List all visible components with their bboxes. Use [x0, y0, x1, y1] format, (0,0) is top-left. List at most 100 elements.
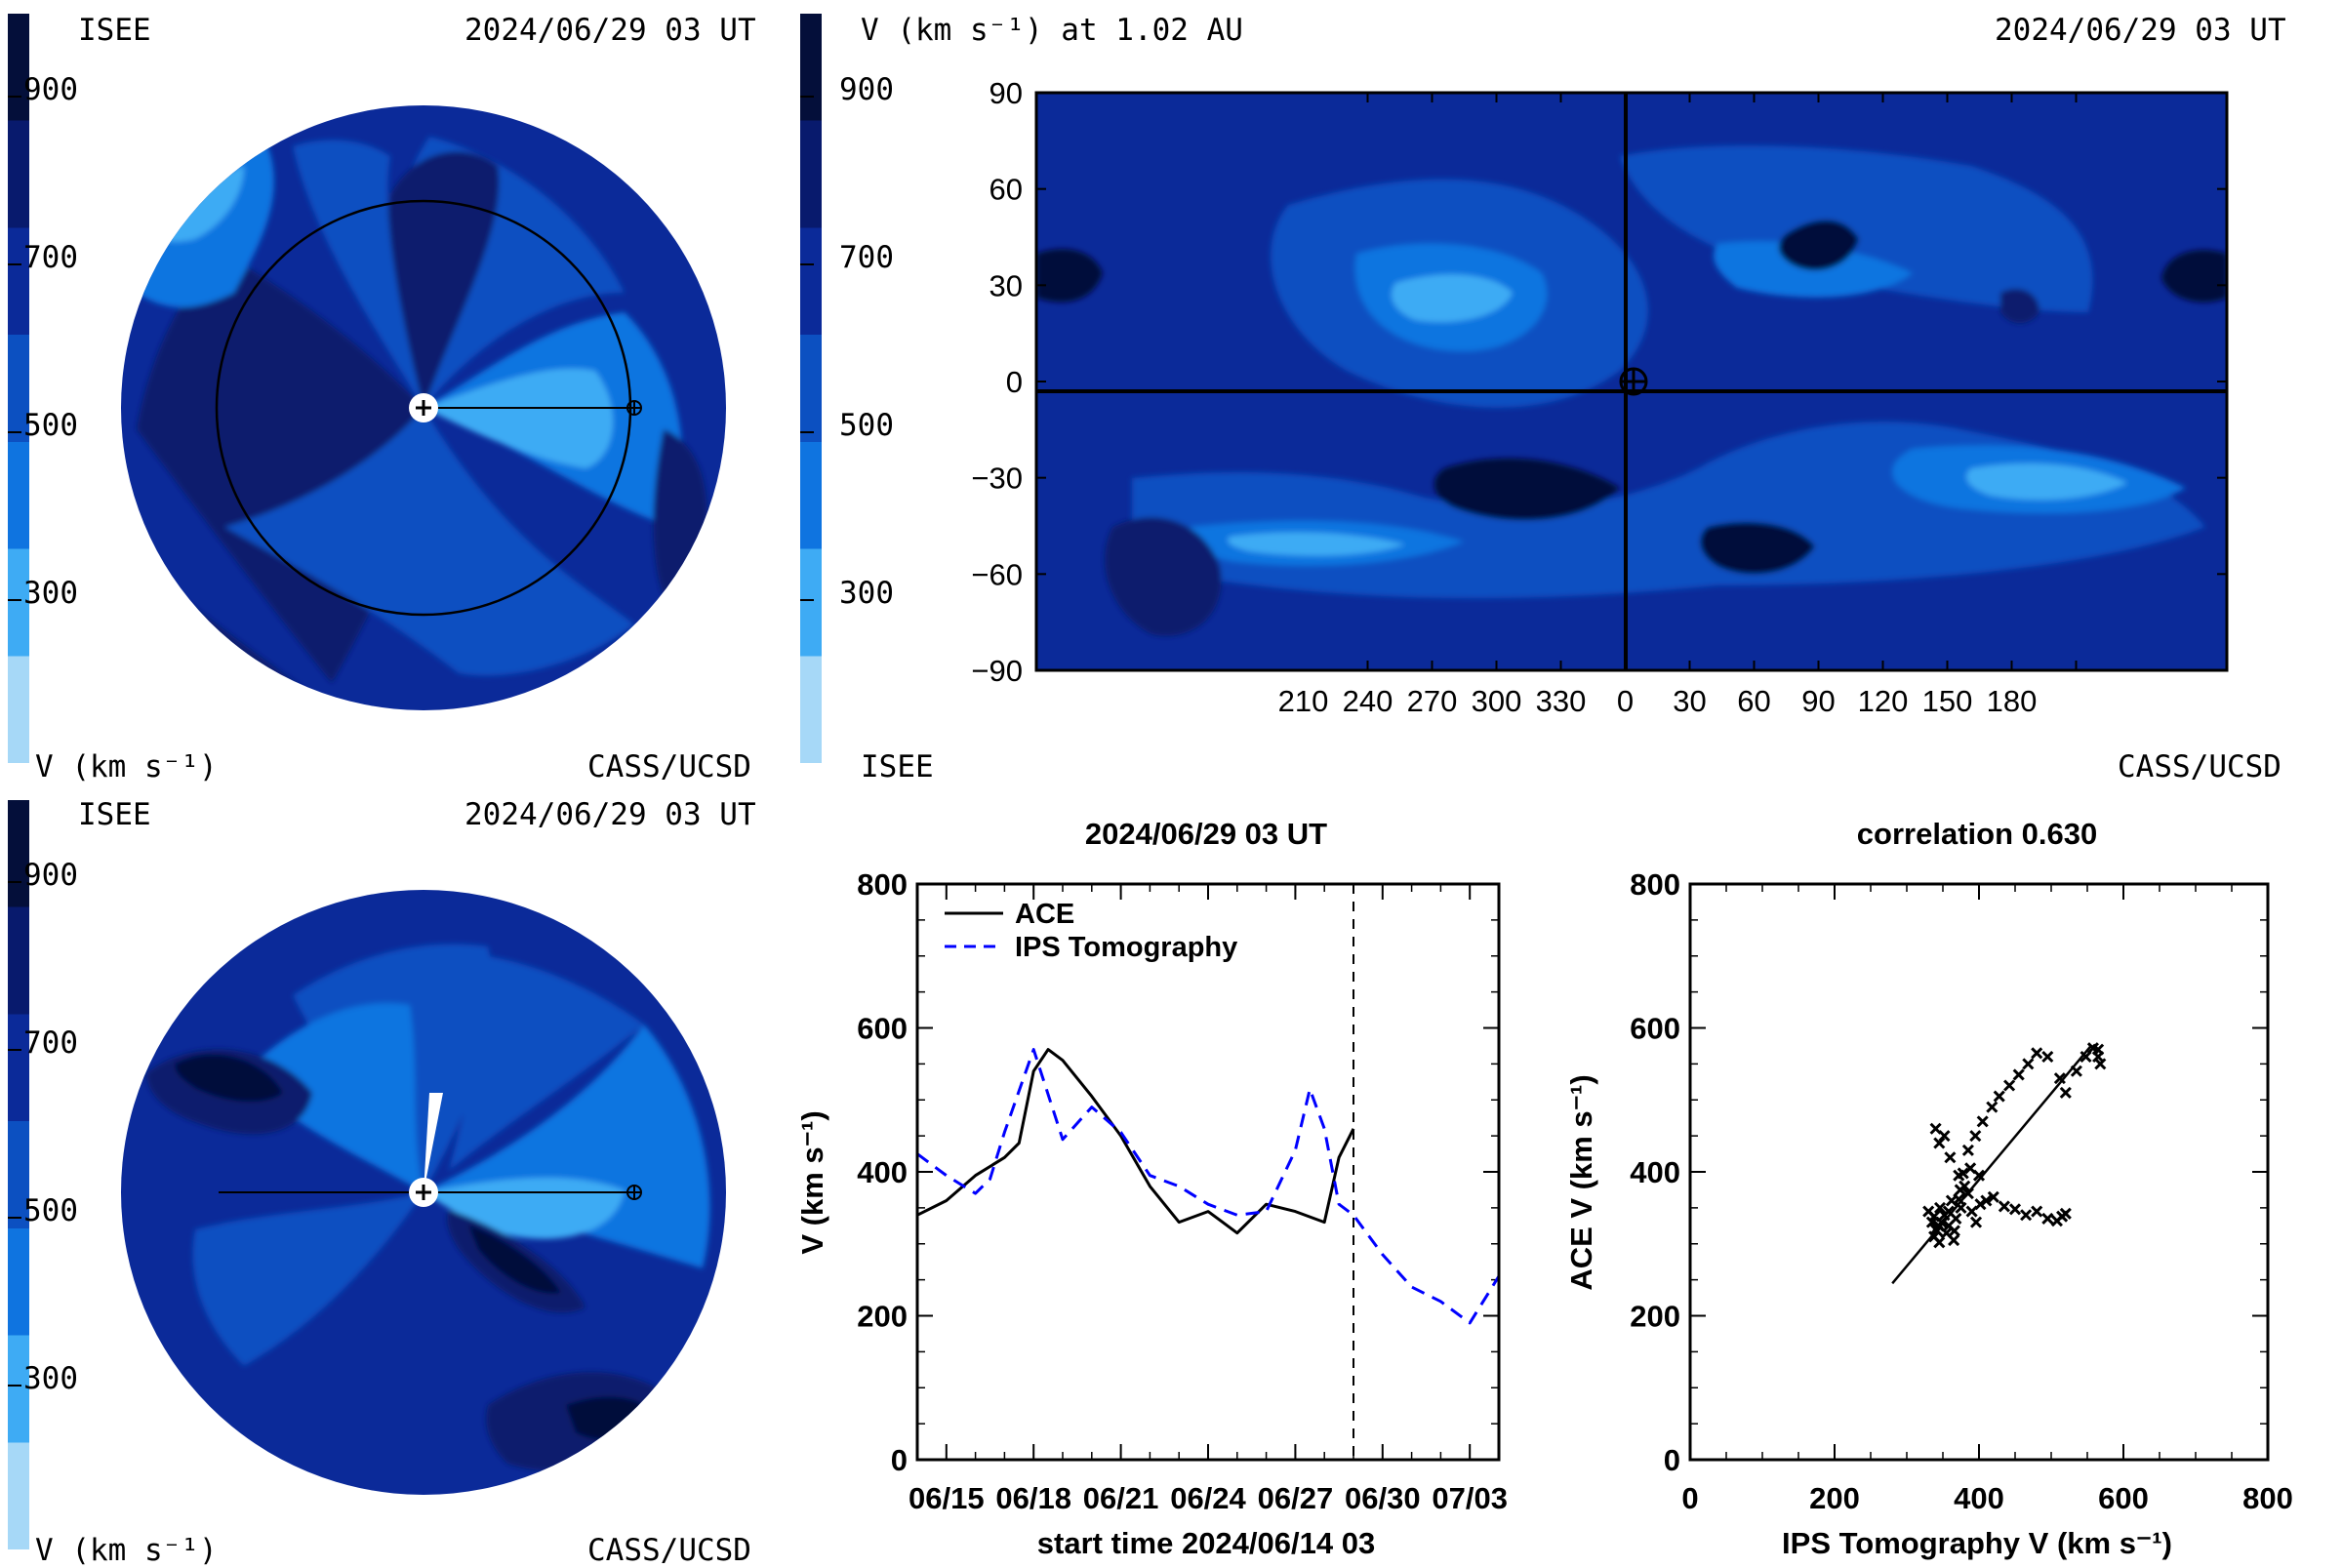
scatter-point [1942, 1205, 1955, 1218]
scatter-point [1955, 1201, 1967, 1214]
scatter-point [2022, 1058, 2035, 1070]
colorbar-tick-label: 900 [839, 72, 894, 107]
y-tick-label: 600 [857, 1012, 908, 1046]
x-tick-label: 150 [1922, 684, 1973, 718]
org-label-isee: ISEE [78, 797, 151, 832]
scatter-point [1961, 1144, 1974, 1156]
org-label-cass: CASS/UCSD [2118, 749, 2281, 784]
scatter-point [2041, 1212, 2054, 1225]
plot-axis-ticks [1689, 883, 2269, 1461]
x-tick-label: 06/27 [1258, 1481, 1334, 1515]
y-tick-label: 0 [1006, 365, 1023, 399]
colorbar-tick-label: 700 [23, 240, 78, 275]
speed-region [192, 1192, 424, 1366]
scatter-point [1938, 1130, 1951, 1143]
x-tick-label: 06/15 [909, 1481, 985, 1515]
speed-region [244, 1003, 424, 1192]
x-axis-label: start time 2024/06/14 03 [1037, 1526, 1375, 1560]
y-tick-label: 200 [1630, 1300, 1680, 1334]
scatter-point [2092, 1050, 2105, 1064]
scatter-point [1986, 1101, 1999, 1113]
unit-label: V (km s⁻¹) [35, 749, 218, 784]
map-axis-labels: 210 240 270 300 330 0 30 60 90 120 150 1809060300−3… [971, 76, 2037, 718]
latlon-speed-map: 210 240 270 300 330 0 30 60 90 120 150 1809060300−3… [971, 76, 2229, 718]
x-tick-label: 210 [1278, 684, 1329, 718]
fit-line [1891, 1045, 2092, 1285]
y-axis-label: ACE V (km s⁻¹) [1564, 1074, 1598, 1290]
map-axis-ticks [1036, 92, 2227, 671]
colorbar [8, 800, 29, 1549]
plot-axis-labels: 06/15 06/18 06/21 06/24 06/27 06/30 07/03 800 60… [857, 867, 1508, 1515]
x-tick-label: 30 [1673, 684, 1706, 718]
speed-region [424, 368, 614, 468]
series-line-ips-tomography [916, 1048, 1501, 1325]
speed-region [566, 1396, 664, 1440]
y-tick-label: 90 [989, 76, 1023, 110]
y-tick-label: 0 [891, 1443, 908, 1477]
scatter-point [1957, 1167, 1969, 1180]
correlation-scatter-plot: correlation 0.630 IPS Tomography V (km s… [1564, 817, 2293, 1560]
colorbar-tick [8, 1385, 21, 1387]
y-tick-label: 400 [1630, 1155, 1680, 1189]
speed-region [224, 408, 634, 676]
speed-region [1620, 145, 2093, 312]
polar-speed-map-meridional [121, 890, 726, 1495]
y-tick-label: 200 [857, 1300, 908, 1334]
colorbar-tick-label: 700 [23, 1025, 78, 1061]
speed-region [387, 151, 500, 409]
scatter-point [1980, 1194, 1993, 1207]
colorbar-tick [800, 431, 814, 433]
colorbar-tick-label: 900 [23, 858, 78, 893]
speed-region [1228, 532, 1405, 556]
colorbar [8, 14, 29, 763]
y-tick-label: 30 [989, 268, 1023, 302]
datetime-label: 2024/06/29 03 UT [1995, 13, 2286, 48]
unit-label: V (km s⁻¹) [35, 1533, 218, 1568]
y-axis-label: V (km s⁻¹) [795, 1110, 829, 1254]
scatter-point [1976, 1115, 1989, 1128]
scatter-point [2003, 1079, 2016, 1092]
earth-marker-icon [626, 1185, 642, 1200]
scatter-point [1987, 1190, 1999, 1203]
colorbar-tick-label: 700 [839, 240, 894, 275]
x-tick-label: 07/03 [1432, 1481, 1508, 1515]
scatter-point [2053, 1072, 2066, 1085]
scatter-point [1932, 1220, 1945, 1232]
legend-label-ips: IPS Tomography [1015, 932, 1237, 963]
speed-region [1036, 249, 1103, 302]
x-tick-label: 800 [2242, 1481, 2293, 1515]
plot-axis-ticks [916, 883, 1500, 1461]
x-tick-label: 06/24 [1170, 1481, 1246, 1515]
x-tick-label: 120 [1858, 684, 1909, 718]
x-tick-label: 0 [1681, 1481, 1698, 1515]
polar-speed-map-ecliptic [121, 105, 726, 710]
x-tick-label: 400 [1954, 1481, 2004, 1515]
x-tick-label: 600 [2098, 1481, 2149, 1515]
x-tick-label: 270 [1407, 684, 1458, 718]
plot-series [916, 1048, 1501, 1325]
earth-marker-icon [1619, 367, 1648, 396]
scatter-point [1993, 1090, 2005, 1103]
colorbar-tick [8, 1049, 21, 1051]
x-tick-label: 60 [1737, 684, 1770, 718]
scatter-point [1948, 1234, 1960, 1247]
scatter-point [1969, 1130, 1982, 1143]
y-tick-label: 800 [857, 867, 908, 902]
speed-region [449, 956, 644, 1171]
scatter-point [1974, 1198, 1987, 1211]
colorbar-tick [800, 599, 814, 601]
colorbar-tick [800, 96, 814, 98]
missing-data-wedge [424, 1093, 443, 1192]
plot-title: correlation 0.630 [1857, 817, 2097, 851]
scatter-point [1998, 1200, 2010, 1213]
speed-region [1700, 522, 1815, 575]
y-tick-label: 60 [989, 173, 1023, 207]
speed-region [293, 140, 424, 408]
y-tick-label: 400 [857, 1155, 908, 1189]
colorbar-tick-label: 500 [839, 408, 894, 443]
sun-cross-icon [416, 400, 431, 416]
scatter-point [2020, 1209, 2033, 1222]
series-line-ace [916, 1048, 1355, 1235]
colorbar-tick-label: 300 [23, 576, 78, 611]
